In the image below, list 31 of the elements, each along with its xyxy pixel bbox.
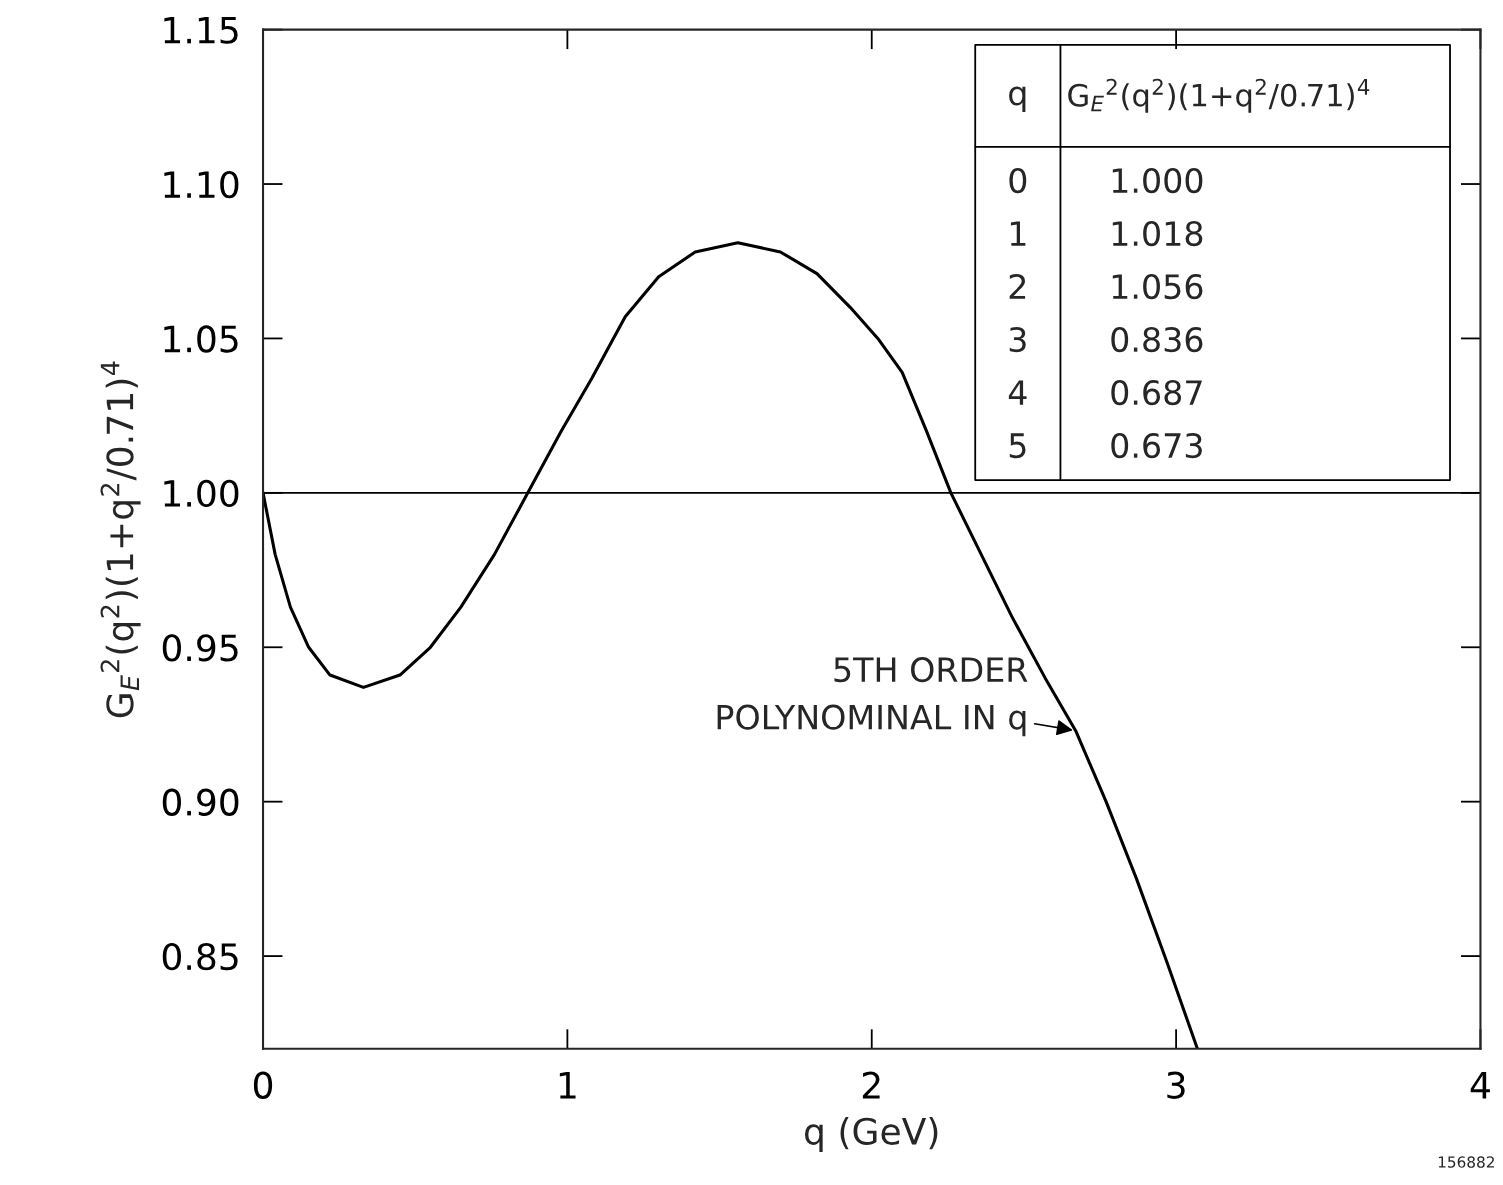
annotation: 1.018 [1112, 220, 1203, 247]
annotation: 0.673 [1111, 432, 1202, 459]
annotation: 4 [1357, 79, 1370, 95]
x-tick-label: 3 [1167, 1071, 1185, 1099]
annotation: 5 [1009, 433, 1026, 459]
annotation: q [1009, 86, 1026, 112]
annotation: 0.687 [1111, 379, 1202, 406]
text: 4 [1008, 380, 1027, 405]
annotation: 2 [1106, 78, 1117, 95]
annotation: 1.056 [1112, 273, 1203, 300]
annotation: 5TH ORDER POLYNOMINAL IN q [717, 657, 1028, 737]
annotation: 0.836 [1111, 326, 1203, 353]
x-tick-label: 0 [253, 1071, 273, 1099]
y-tick-label: 0.90 [162, 788, 239, 816]
x-tick-label: 2 [862, 1071, 880, 1099]
text: 156882 [1438, 1156, 1494, 1168]
x-tick-label: 1 [559, 1072, 576, 1099]
y-tick-label: 1.15 [164, 17, 238, 44]
text: 2 [1009, 273, 1026, 299]
y-tick-label: 1.05 [164, 325, 238, 353]
annotation: 1.000 [1112, 167, 1203, 194]
y-tick-label: 0.85 [162, 943, 238, 971]
y-tick-label: 1.00 [164, 479, 239, 508]
y-tick-label: 1.10 [164, 170, 239, 199]
x-axis-title: q (GeV) [804, 1117, 938, 1152]
annotation: 0 [1009, 167, 1027, 194]
annotation: 3 [1009, 326, 1026, 353]
x-tick-label: 4 [1470, 1072, 1490, 1099]
annotation: 1 [1010, 221, 1026, 246]
y-tick-label: 0.95 [162, 634, 238, 662]
text: G$_{E}$$^{2}$(q$^{2}$)(1+q$^{2}$/0.71)$^{4}$ [100, 361, 141, 718]
